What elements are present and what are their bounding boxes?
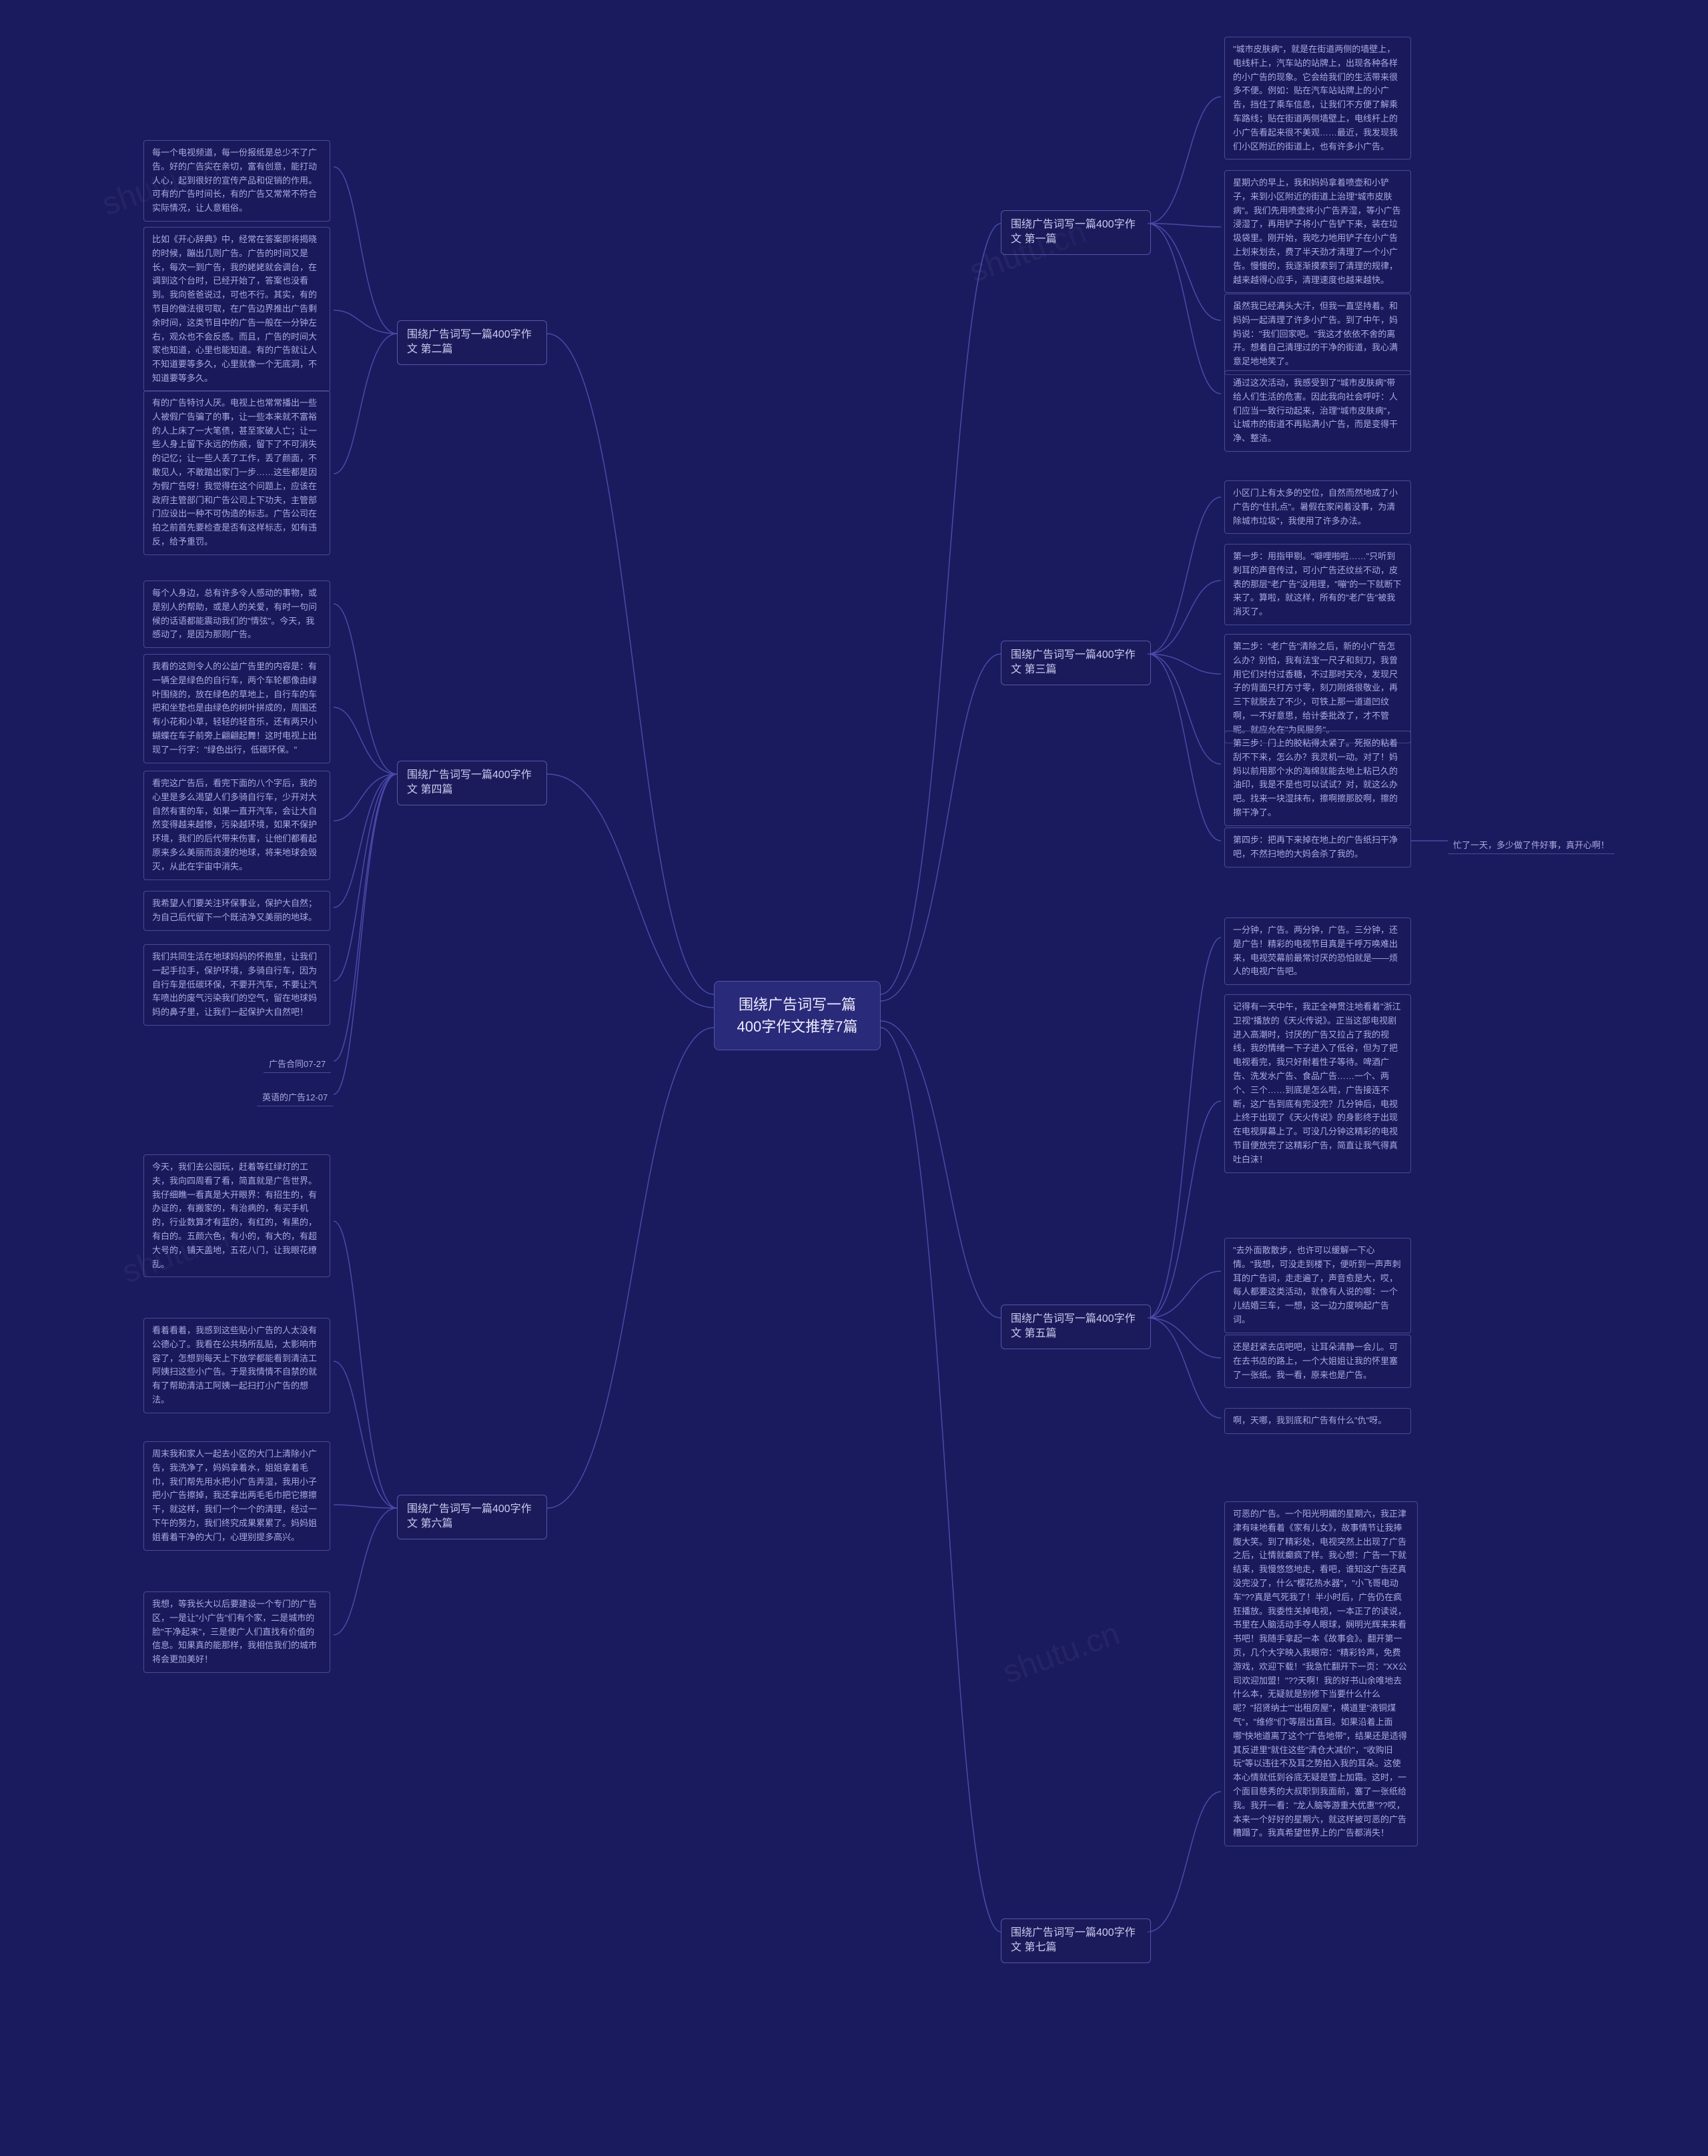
- leaf-node[interactable]: 可恶的广告。一个阳光明媚的星期六，我正津津有味地看着《家有儿女》，故事情节让我捧…: [1224, 1501, 1418, 1846]
- branch-node-5[interactable]: 围绕广告词写一篇400字作文 第五篇: [1001, 1305, 1151, 1349]
- leaf-node[interactable]: 星期六的早上，我和妈妈拿着喷壶和小铲子，来到小区附近的街道上治理"城市皮肤病"。…: [1224, 170, 1411, 293]
- watermark: shutu.cn: [998, 1615, 1124, 1692]
- leaf-node[interactable]: 还是赶紧去店吧吧，让耳朵清静一会儿。可在去书店的路上，一个大姐姐让我的怀里塞了一…: [1224, 1335, 1411, 1388]
- leaf-node[interactable]: 小区门上有太多的空位，自然而然地成了小广告的"住扎点"。暑假在家闲着没事，为清除…: [1224, 480, 1411, 534]
- leaf-node[interactable]: 第四步：把再下来掉在地上的广告纸扫干净吧，不然扫地的大妈会杀了我的。: [1224, 827, 1411, 867]
- leaf-node[interactable]: 我希望人们要关注环保事业，保护大自然；为自己后代留下一个既洁净又美丽的地球。: [143, 891, 330, 931]
- leaf-node[interactable]: 啊，天哪，我到底和广告有什么"仇"呀。: [1224, 1408, 1411, 1434]
- branch-node-2[interactable]: 围绕广告词写一篇400字作文 第二篇: [397, 320, 547, 365]
- leaf-node[interactable]: 每一个电视频道，每一份报纸是总少不了广告。好的广告实在亲切，富有创意，能打动人心…: [143, 140, 330, 222]
- leaf-small-node[interactable]: 英语的广告12-07: [257, 1088, 333, 1106]
- leaf-node[interactable]: 记得有一天中午，我正全神贯注地看着"浙江卫视"播放的《天火传说》。正当这部电视剧…: [1224, 994, 1411, 1173]
- branch-node-6[interactable]: 围绕广告词写一篇400字作文 第六篇: [397, 1495, 547, 1539]
- leaf-node[interactable]: "去外面散散步，也许可以缓解一下心情。"我想，可没走到楼下，便听到一声声刺耳的广…: [1224, 1238, 1411, 1333]
- leaf-sub-node[interactable]: 忙了一天，多少做了件好事，真开心啊！: [1448, 835, 1615, 854]
- branch-node-1[interactable]: 围绕广告词写一篇400字作文 第一篇: [1001, 210, 1151, 255]
- leaf-node[interactable]: 一分钟，广告。两分钟，广告。三分钟，还是广告！精彩的电视节目真是千呼万唤难出来，…: [1224, 918, 1411, 985]
- branch-node-4[interactable]: 围绕广告词写一篇400字作文 第四篇: [397, 761, 547, 805]
- branch-node-3[interactable]: 围绕广告词写一篇400字作文 第三篇: [1001, 641, 1151, 685]
- leaf-node[interactable]: 有的广告特讨人厌。电视上也常常播出一些人被假广告骗了的事，让一些本来就不富裕的人…: [143, 390, 330, 555]
- leaf-node[interactable]: 今天，我们去公园玩，赶着等红绿灯的工夫，我向四周看了看，简直就是广告世界。我仔细…: [143, 1154, 330, 1277]
- leaf-node[interactable]: 第一步：用指甲剔。"噼哩啪啦……"只听到刺耳的声音传过，可小广告还纹丝不动，皮表…: [1224, 544, 1411, 625]
- leaf-node[interactable]: 周末我和家人一起去小区的大门上清除小广告，我洗净了，妈妈拿着水，姐姐拿着毛巾，我…: [143, 1441, 330, 1551]
- leaf-node[interactable]: 第二步："老广告"清除之后，新的小广告怎么办？别怕，我有法宝一尺子和刻刀，我曾用…: [1224, 634, 1411, 743]
- leaf-node[interactable]: 第三步：门上的胶粘得太紧了。死抠的粘着刮不下来，怎么办？我灵机一动。对了！妈妈以…: [1224, 731, 1411, 826]
- leaf-node[interactable]: 我们共同生活在地球妈妈的怀抱里，让我们一起手拉手，保护环境，多骑自行车，因为自行…: [143, 944, 330, 1026]
- leaf-node[interactable]: 我看的这则令人的公益广告里的内容是：有一辆全是绿色的自行车，两个车轮都像由绿叶围…: [143, 654, 330, 763]
- leaf-node[interactable]: 我想，等我长大以后要建设一个专门的广告区，一是让"小广告"们有个家，二是城市的脸…: [143, 1591, 330, 1673]
- leaf-node[interactable]: 看着看着，我感到这些贴小广告的人太没有公德心了。我看在公共场所乱贴，太影响市容了…: [143, 1318, 330, 1413]
- branch-node-7[interactable]: 围绕广告词写一篇400字作文 第七篇: [1001, 1918, 1151, 1963]
- root-node[interactable]: 围绕广告词写一篇400字作文推荐7篇: [714, 981, 881, 1050]
- leaf-node[interactable]: 比如《开心辞典》中，经常在答案即将揭晓的时候，蹦出几则广告。广告的时间又是长，每…: [143, 227, 330, 392]
- leaf-node[interactable]: 每个人身边，总有许多令人感动的事物，或是别人的帮助，或是人的关爱，有时一句问候的…: [143, 581, 330, 648]
- leaf-node[interactable]: 虽然我已经满头大汗，但我一直坚持着。和妈妈一起清理了许多小广告。到了中午，妈妈说…: [1224, 294, 1411, 375]
- leaf-node[interactable]: "城市皮肤病"，就是在街道两侧的墙壁上，电线杆上，汽车站的站牌上，出现各种各样的…: [1224, 37, 1411, 159]
- leaf-small-node[interactable]: 广告合同07-27: [264, 1054, 331, 1073]
- leaf-node[interactable]: 看完这广告后，看完下面的八个字后，我的心里是多么渴望人们多骑自行车，少开对大自然…: [143, 771, 330, 880]
- leaf-node[interactable]: 通过这次活动，我感受到了"城市皮肤病"带给人们生活的危害。因此我向社会呼吁：人们…: [1224, 370, 1411, 452]
